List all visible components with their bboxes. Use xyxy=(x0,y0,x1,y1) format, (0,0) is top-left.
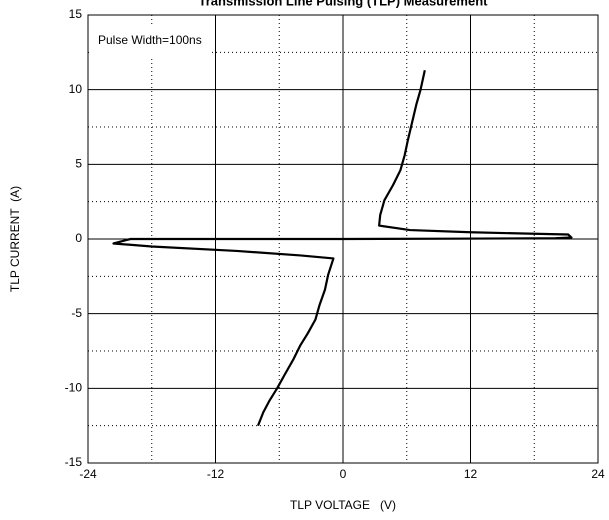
y-tick-label: 0 xyxy=(75,231,82,245)
plot-frame xyxy=(87,14,599,464)
y-tick-label: 15 xyxy=(69,7,83,21)
x-tick-label: 0 xyxy=(340,467,347,481)
x-tick-label: 24 xyxy=(591,467,605,481)
y-tick-label: -10 xyxy=(65,381,83,395)
chart-title: Transmission Line Pulsing (TLP) Measurem… xyxy=(199,0,489,8)
x-tick-label: -12 xyxy=(207,467,225,481)
annotation-box xyxy=(91,26,211,56)
y-tick-label: 5 xyxy=(75,157,82,171)
x-tick-label: -24 xyxy=(79,467,97,481)
annotation: Pulse Width=100ns xyxy=(98,33,202,47)
y-axis-label: TLP CURRENT (A) xyxy=(8,186,22,292)
data-line xyxy=(112,70,573,427)
y-tick-label: 10 xyxy=(69,82,83,96)
y-tick-label: -5 xyxy=(71,306,82,320)
x-tick-label: 12 xyxy=(464,467,478,481)
x-axis-label: TLP VOLTAGE (V) xyxy=(290,498,396,512)
y-tick-label: -15 xyxy=(65,455,83,469)
